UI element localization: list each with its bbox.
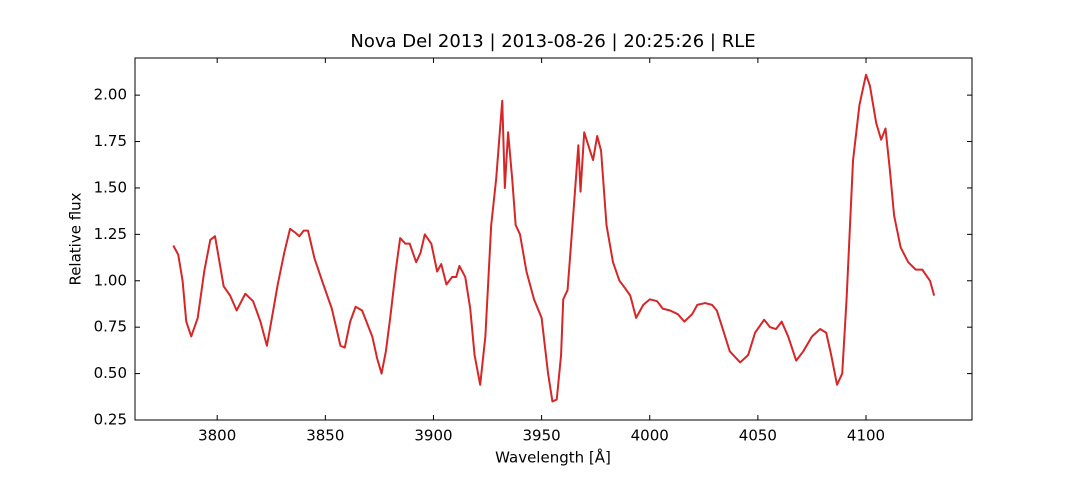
x-tick-label: 3850 [306,427,344,445]
y-tick-label: 1.00 [94,271,127,289]
y-tick-label: 0.25 [94,411,127,429]
y-tick-label: 2.00 [94,86,127,104]
x-tick-label: 3950 [523,427,561,445]
x-axis-label: Wavelength [Å] [495,448,611,467]
x-tick-label: 3800 [198,427,236,445]
y-axis-label: Relative flux [67,192,85,285]
y-tick-label: 1.25 [94,225,127,243]
x-tick-label: 3900 [414,427,452,445]
y-tick-label: 0.50 [94,364,127,382]
chart-title: Nova Del 2013 | 2013-08-26 | 20:25:26 | … [350,31,755,52]
y-tick-label: 1.75 [94,132,127,150]
spectrum-line [172,73,936,403]
x-tick-label: 4050 [739,427,777,445]
x-tick-label: 4000 [631,427,669,445]
y-tick-label: 1.50 [94,178,127,196]
plot-frame [134,57,973,421]
x-tick-label: 4100 [847,427,885,445]
y-tick-label: 0.75 [94,318,127,336]
